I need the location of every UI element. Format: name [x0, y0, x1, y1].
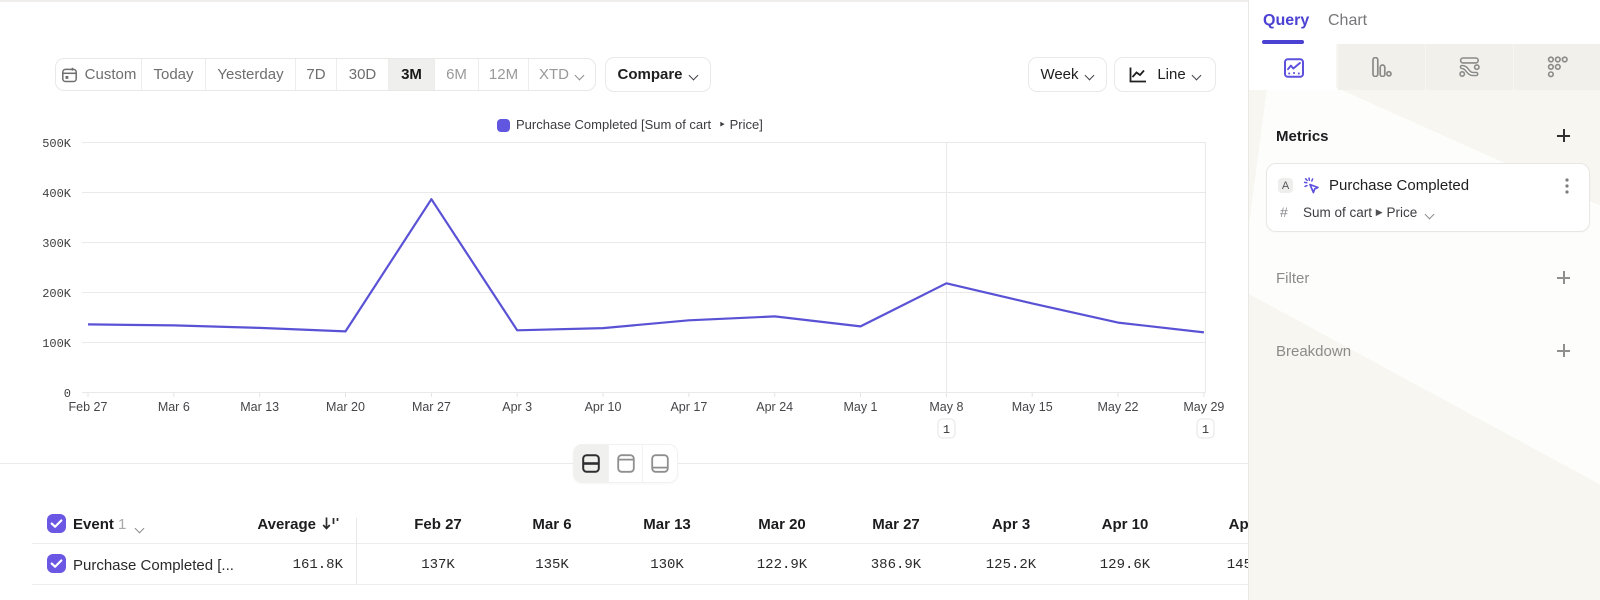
svg-text:400K: 400K	[42, 187, 72, 201]
svg-text:0: 0	[64, 387, 71, 401]
svg-text:Mar 13: Mar 13	[240, 400, 279, 414]
svg-text:200K: 200K	[42, 287, 72, 301]
svg-text:Feb 27: Feb 27	[69, 400, 108, 414]
svg-text:100K: 100K	[42, 337, 72, 351]
svg-text:Apr 3: Apr 3	[502, 400, 532, 414]
svg-text:May 15: May 15	[1012, 400, 1053, 414]
svg-text:1: 1	[1202, 423, 1209, 437]
svg-text:Mar 6: Mar 6	[158, 400, 190, 414]
svg-text:Mar 20: Mar 20	[326, 400, 365, 414]
svg-text:Apr 24: Apr 24	[756, 400, 793, 414]
svg-text:1: 1	[943, 423, 950, 437]
svg-text:300K: 300K	[42, 237, 72, 251]
svg-text:Mar 27: Mar 27	[412, 400, 451, 414]
svg-text:May 29: May 29	[1183, 400, 1224, 414]
svg-text:Apr 10: Apr 10	[585, 400, 622, 414]
svg-text:May 22: May 22	[1098, 400, 1139, 414]
svg-text:May 8: May 8	[929, 400, 963, 414]
svg-text:May 1: May 1	[843, 400, 877, 414]
svg-text:Apr 17: Apr 17	[670, 400, 707, 414]
svg-text:500K: 500K	[42, 137, 72, 151]
